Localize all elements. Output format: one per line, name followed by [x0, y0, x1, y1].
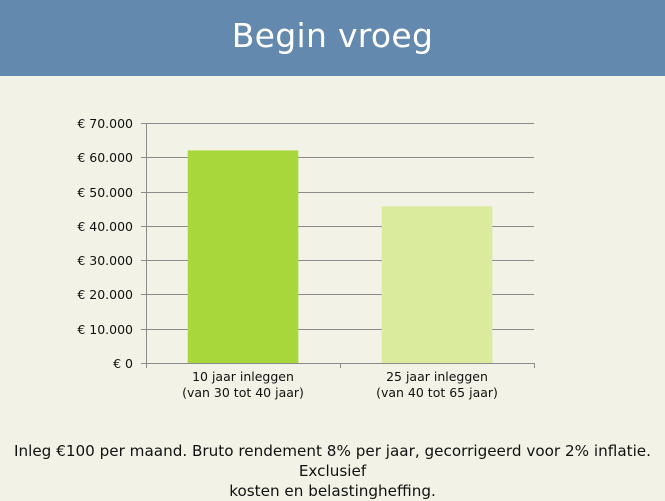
- footnote-line-1: Inleg €100 per maand. Bruto rendement 8%…: [14, 442, 651, 480]
- y-tick-label: € 50.000: [77, 185, 133, 200]
- bar-chart: € 0 € 10.000 € 20.000 € 30.000 € 40.000 € 50.…: [77, 116, 535, 400]
- y-tick-label: € 20.000: [77, 287, 133, 302]
- y-tick-label: € 10.000: [77, 322, 133, 337]
- slide-title: Begin vroeg: [231, 15, 434, 55]
- x-tick-label: 25 jaar inleggen (van 40 tot 65 jaar): [376, 369, 498, 400]
- y-tick-label: € 40.000: [77, 219, 133, 234]
- y-tick-label: € 60.000: [77, 150, 133, 165]
- bar: [381, 206, 493, 363]
- y-tick-label: € 30.000: [77, 253, 133, 268]
- bar: [187, 150, 299, 363]
- x-tick-label: 10 jaar inleggen (van 30 tot 40 jaar): [182, 369, 304, 400]
- footnote-line-2: kosten en belastingheffing.: [229, 482, 436, 500]
- footnote: Inleg €100 per maand. Bruto rendement 8%…: [0, 441, 665, 501]
- title-banner: Begin vroeg: [0, 0, 665, 76]
- y-tick-label: € 70.000: [77, 116, 133, 131]
- y-tick-label: € 0: [113, 356, 133, 371]
